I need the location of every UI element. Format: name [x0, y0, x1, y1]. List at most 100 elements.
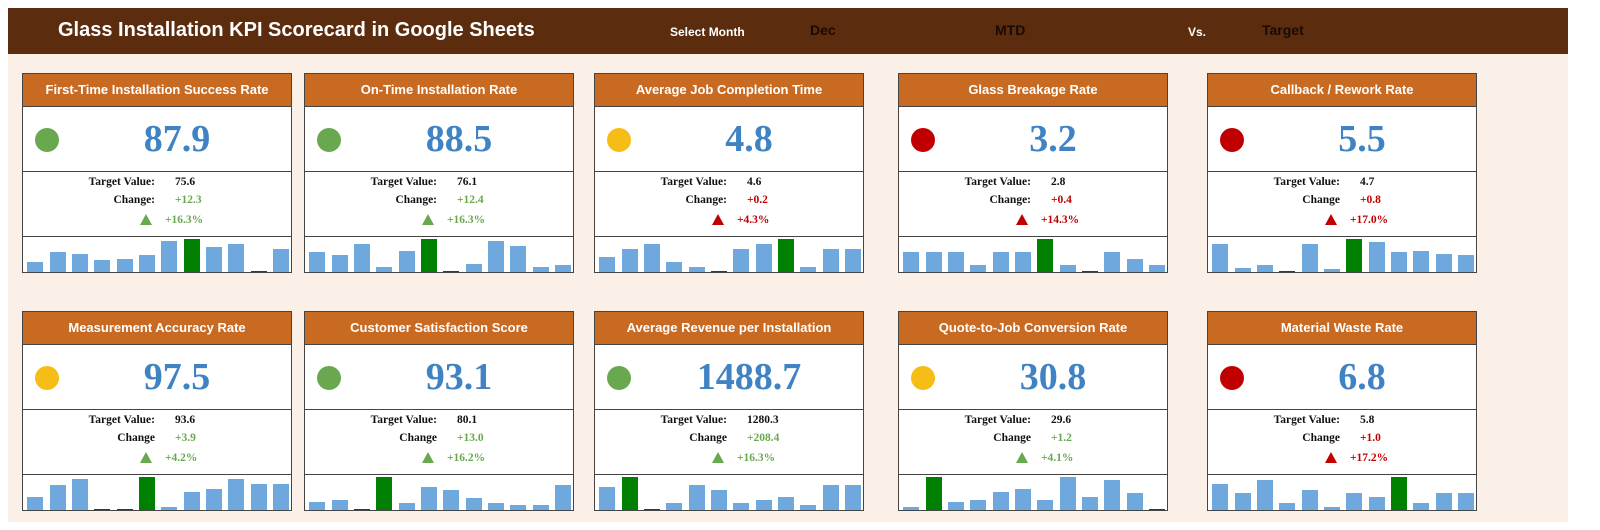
kpi-value-row: 1488.7: [595, 345, 863, 410]
trend-up-arrow-icon: [140, 214, 152, 225]
sparkline-bar: [420, 487, 437, 510]
sparkline-bar: [49, 252, 66, 272]
change-label: Change: [1302, 194, 1340, 206]
status-indicator-icon: [1220, 366, 1244, 390]
sparkline-bar: [1014, 252, 1031, 272]
trend-up-arrow-icon: [422, 452, 434, 463]
sparkline-bar: [465, 498, 482, 510]
sparkline-bar: [1148, 508, 1165, 510]
kpi-card: Callback / Rework Rate 5.5 Target Value:…: [1207, 73, 1477, 273]
target-value: 80.1: [457, 414, 478, 426]
target-value: 5.8: [1360, 414, 1375, 426]
status-indicator-icon: [911, 128, 935, 152]
target-value: 76.1: [457, 176, 478, 188]
kpi-stats: Target Value: 4.7 Change +0.8 +17.0%: [1208, 172, 1476, 237]
change-percent: +16.2%: [447, 452, 486, 464]
sparkline-bar: [947, 502, 964, 510]
kpi-stats: Target Value: 29.6 Change +1.2 +4.1%: [899, 410, 1167, 475]
sparkline-bar: [1014, 489, 1031, 510]
sparkline-bar: [309, 502, 326, 510]
kpi-value-row: 3.2: [899, 107, 1167, 172]
change-value: +1.0: [1360, 432, 1381, 444]
change-label: Change:: [989, 194, 1031, 206]
kpi-card: First-Time Installation Success Rate 87.…: [22, 73, 292, 273]
sparkline-bar: [1059, 477, 1076, 510]
sparkline-chart: [1208, 475, 1476, 512]
sparkline-bar: [443, 490, 460, 510]
change-value: +0.8: [1360, 194, 1381, 206]
sparkline-bar: [992, 492, 1009, 510]
period-selector[interactable]: MTD: [995, 22, 1026, 38]
kpi-card-title: Callback / Rework Rate: [1208, 74, 1476, 107]
sparkline-bar: [398, 251, 415, 272]
kpi-stats: Target Value: 4.6 Change: +0.2 +4.3%: [595, 172, 863, 237]
change-label: Change:: [395, 194, 437, 206]
status-indicator-icon: [607, 366, 631, 390]
sparkline-bar: [925, 477, 942, 510]
sparkline-bar: [643, 244, 660, 272]
kpi-value-row: 6.8: [1208, 345, 1476, 410]
sparkline-bar: [1212, 244, 1229, 272]
sparkline-bar: [925, 252, 942, 272]
kpi-stats: Target Value: 1280.3 Change +208.4 +16.3…: [595, 410, 863, 475]
kpi-value: 1488.7: [696, 356, 802, 398]
change-percent: +4.3%: [737, 214, 770, 226]
sparkline-bar: [161, 507, 178, 510]
kpi-card-title: First-Time Installation Success Rate: [23, 74, 291, 107]
kpi-value-row: 87.9: [23, 107, 291, 172]
page-title: Glass Installation KPI Scorecard in Goog…: [58, 19, 535, 41]
target-value-label: Target Value:: [660, 176, 727, 188]
sparkline-bar: [755, 500, 772, 510]
kpi-card: Customer Satisfaction Score 93.1 Target …: [304, 311, 574, 511]
target-value: 1280.3: [747, 414, 779, 426]
sparkline-bar: [599, 257, 616, 272]
target-value-label: Target Value:: [1273, 414, 1340, 426]
kpi-card: Average Job Completion Time 4.8 Target V…: [594, 73, 864, 273]
sparkline-chart: [899, 237, 1167, 274]
sparkline-bar: [205, 489, 222, 510]
month-selector[interactable]: Dec: [810, 22, 836, 38]
sparkline-bar: [666, 262, 683, 272]
sparkline-bar: [161, 241, 178, 272]
sparkline-bar: [1368, 242, 1385, 272]
kpi-card-title: Glass Breakage Rate: [899, 74, 1167, 107]
sparkline-bar: [272, 484, 289, 510]
change-value: +12.4: [457, 194, 484, 206]
change-label: Change: [993, 432, 1031, 444]
change-value: +0.4: [1051, 194, 1072, 206]
sparkline-bar: [970, 265, 987, 272]
change-percent: +4.2%: [165, 452, 198, 464]
trend-up-arrow-icon: [712, 452, 724, 463]
sparkline-bar: [1457, 255, 1474, 272]
change-label: Change: [1302, 432, 1340, 444]
status-indicator-icon: [35, 366, 59, 390]
sparkline-bar: [1256, 265, 1273, 272]
trend-up-arrow-icon: [422, 214, 434, 225]
trend-up-arrow-icon: [140, 452, 152, 463]
change-label: Change:: [113, 194, 155, 206]
sparkline-bar: [844, 249, 861, 272]
sparkline-bar: [71, 479, 88, 510]
sparkline-bar: [1457, 493, 1474, 510]
sparkline-bar: [116, 508, 133, 510]
sparkline-bar: [1368, 497, 1385, 510]
sparkline-chart: [899, 475, 1167, 512]
sparkline-bar: [1081, 270, 1098, 272]
sparkline-bar: [487, 503, 504, 510]
kpi-card-title: Customer Satisfaction Score: [305, 312, 573, 345]
kpi-value: 3.2: [1029, 118, 1077, 160]
sparkline-bar: [465, 264, 482, 272]
sparkline-bar: [1059, 265, 1076, 272]
kpi-card: Measurement Accuracy Rate 97.5 Target Va…: [22, 311, 292, 511]
sparkline-bar: [1301, 244, 1318, 272]
sparkline-bar: [228, 244, 245, 272]
sparkline-bar: [1212, 484, 1229, 510]
kpi-card-title: Quote-to-Job Conversion Rate: [899, 312, 1167, 345]
change-percent: +17.0%: [1350, 214, 1389, 226]
kpi-stats: Target Value: 80.1 Change +13.0 +16.2%: [305, 410, 573, 475]
kpi-stats: Target Value: 2.8 Change: +0.4 +14.3%: [899, 172, 1167, 237]
sparkline-bar: [777, 497, 794, 510]
comparison-selector[interactable]: Target: [1262, 22, 1304, 38]
kpi-value-row: 93.1: [305, 345, 573, 410]
change-label: Change: [689, 432, 727, 444]
